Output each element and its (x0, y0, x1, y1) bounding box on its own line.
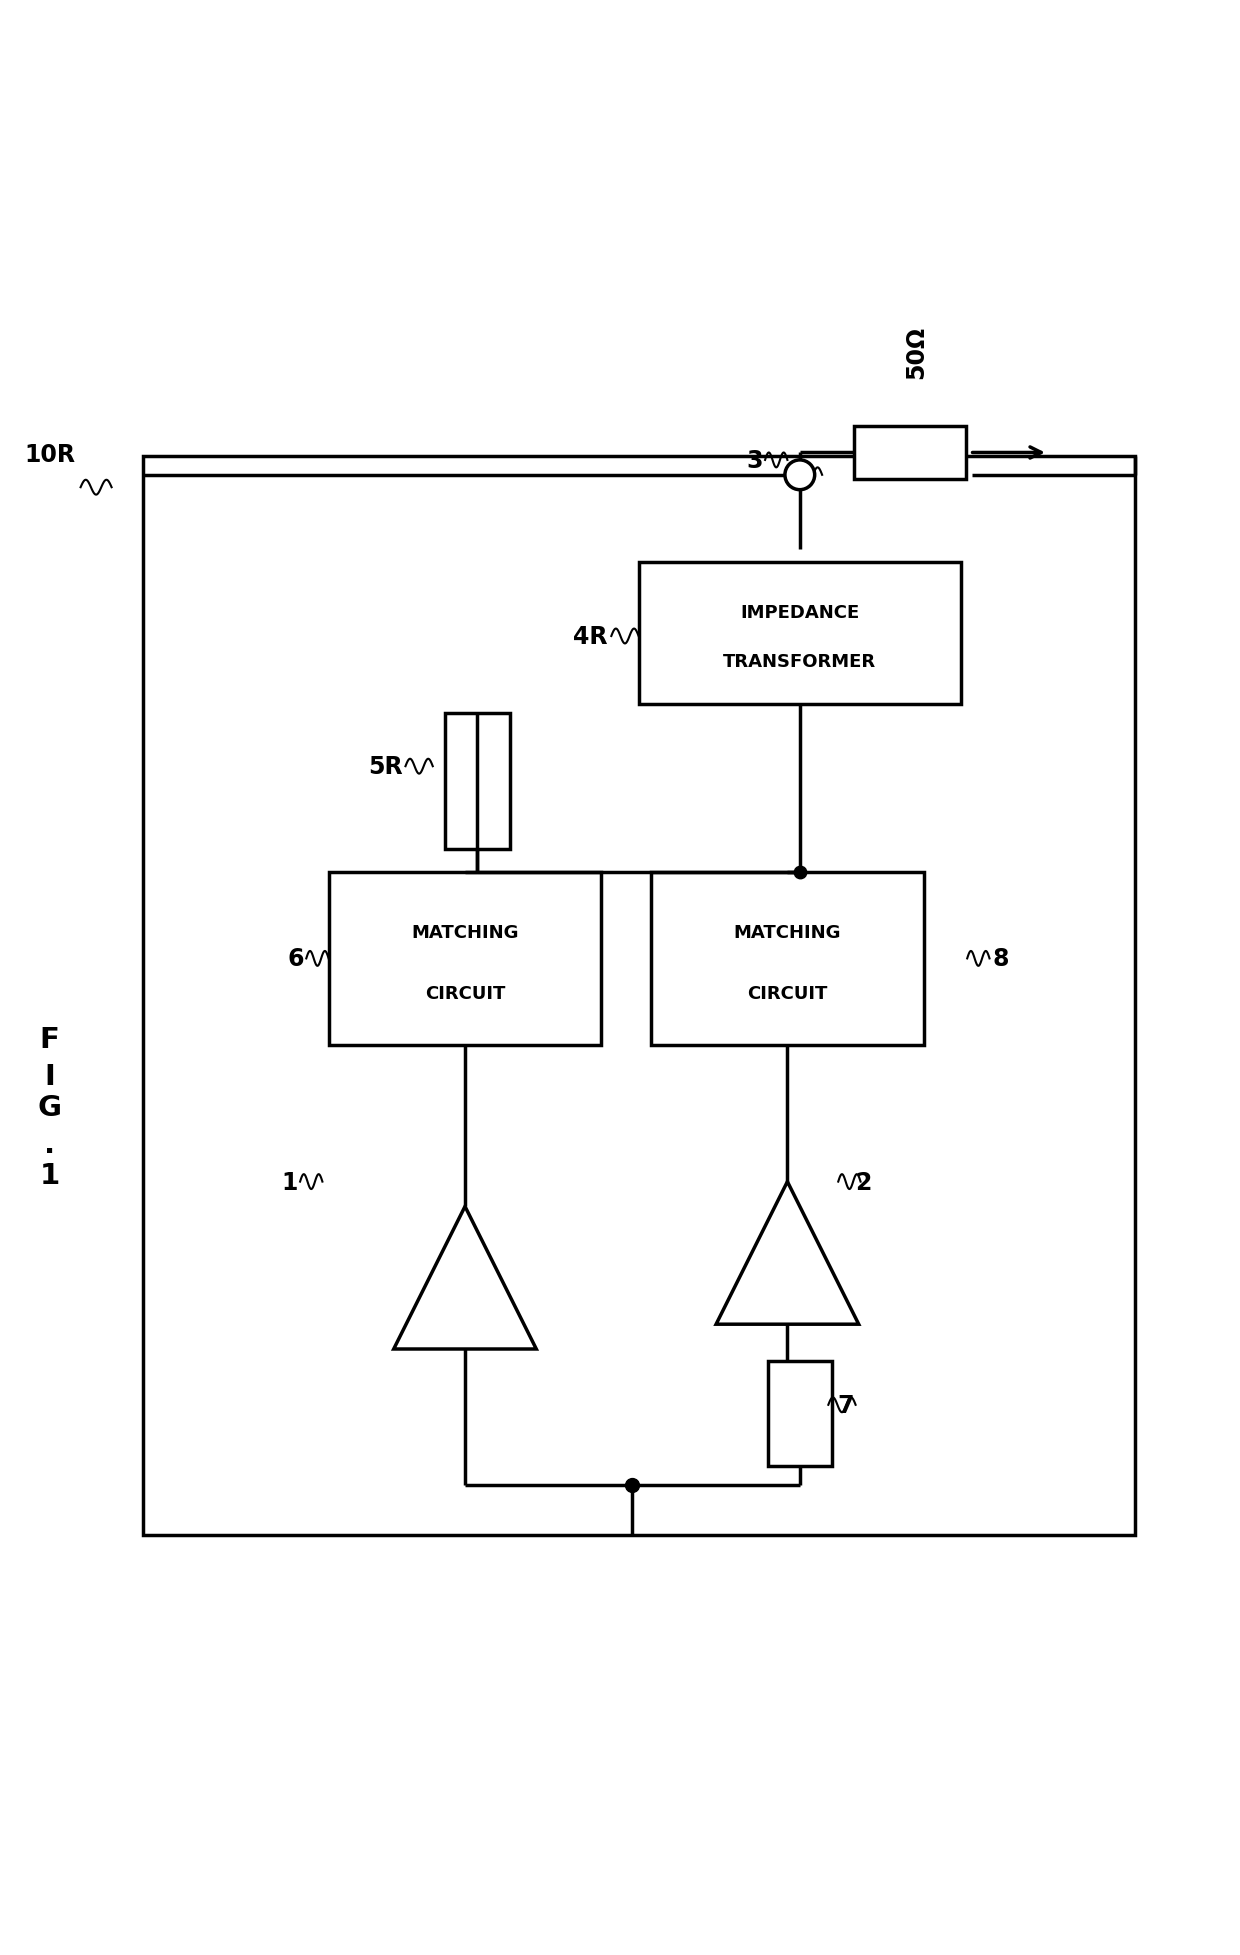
Text: 8: 8 (992, 946, 1008, 972)
Bar (854, 428, 966, 479)
Text: 10R: 10R (24, 444, 76, 467)
Text: 5R: 5R (368, 755, 403, 778)
Text: .: . (45, 1130, 55, 1159)
Text: CIRCUIT: CIRCUIT (748, 985, 827, 1003)
Bar (143, 457, 1135, 1535)
Text: 1: 1 (281, 1169, 298, 1195)
Text: TRANSFORMER: TRANSFORMER (723, 653, 877, 671)
Circle shape (785, 461, 815, 491)
Text: MATCHING: MATCHING (412, 925, 518, 942)
Text: 4R: 4R (573, 626, 608, 649)
Text: 3: 3 (746, 450, 763, 473)
Text: IMPEDANCE: IMPEDANCE (740, 604, 859, 622)
Text: 2: 2 (856, 1169, 872, 1195)
Text: 6: 6 (288, 946, 304, 972)
Bar (639, 563, 961, 706)
Text: F: F (40, 1026, 60, 1054)
Bar (768, 1361, 832, 1466)
Bar (651, 872, 924, 1046)
Text: I: I (45, 1064, 55, 1091)
Text: 50Ω: 50Ω (904, 326, 929, 379)
Text: MATCHING: MATCHING (734, 925, 841, 942)
Bar (329, 872, 601, 1046)
Text: 7: 7 (837, 1394, 853, 1417)
Bar (445, 714, 510, 850)
Text: G: G (37, 1093, 62, 1122)
Text: 1: 1 (40, 1161, 60, 1191)
Text: CIRCUIT: CIRCUIT (425, 985, 505, 1003)
